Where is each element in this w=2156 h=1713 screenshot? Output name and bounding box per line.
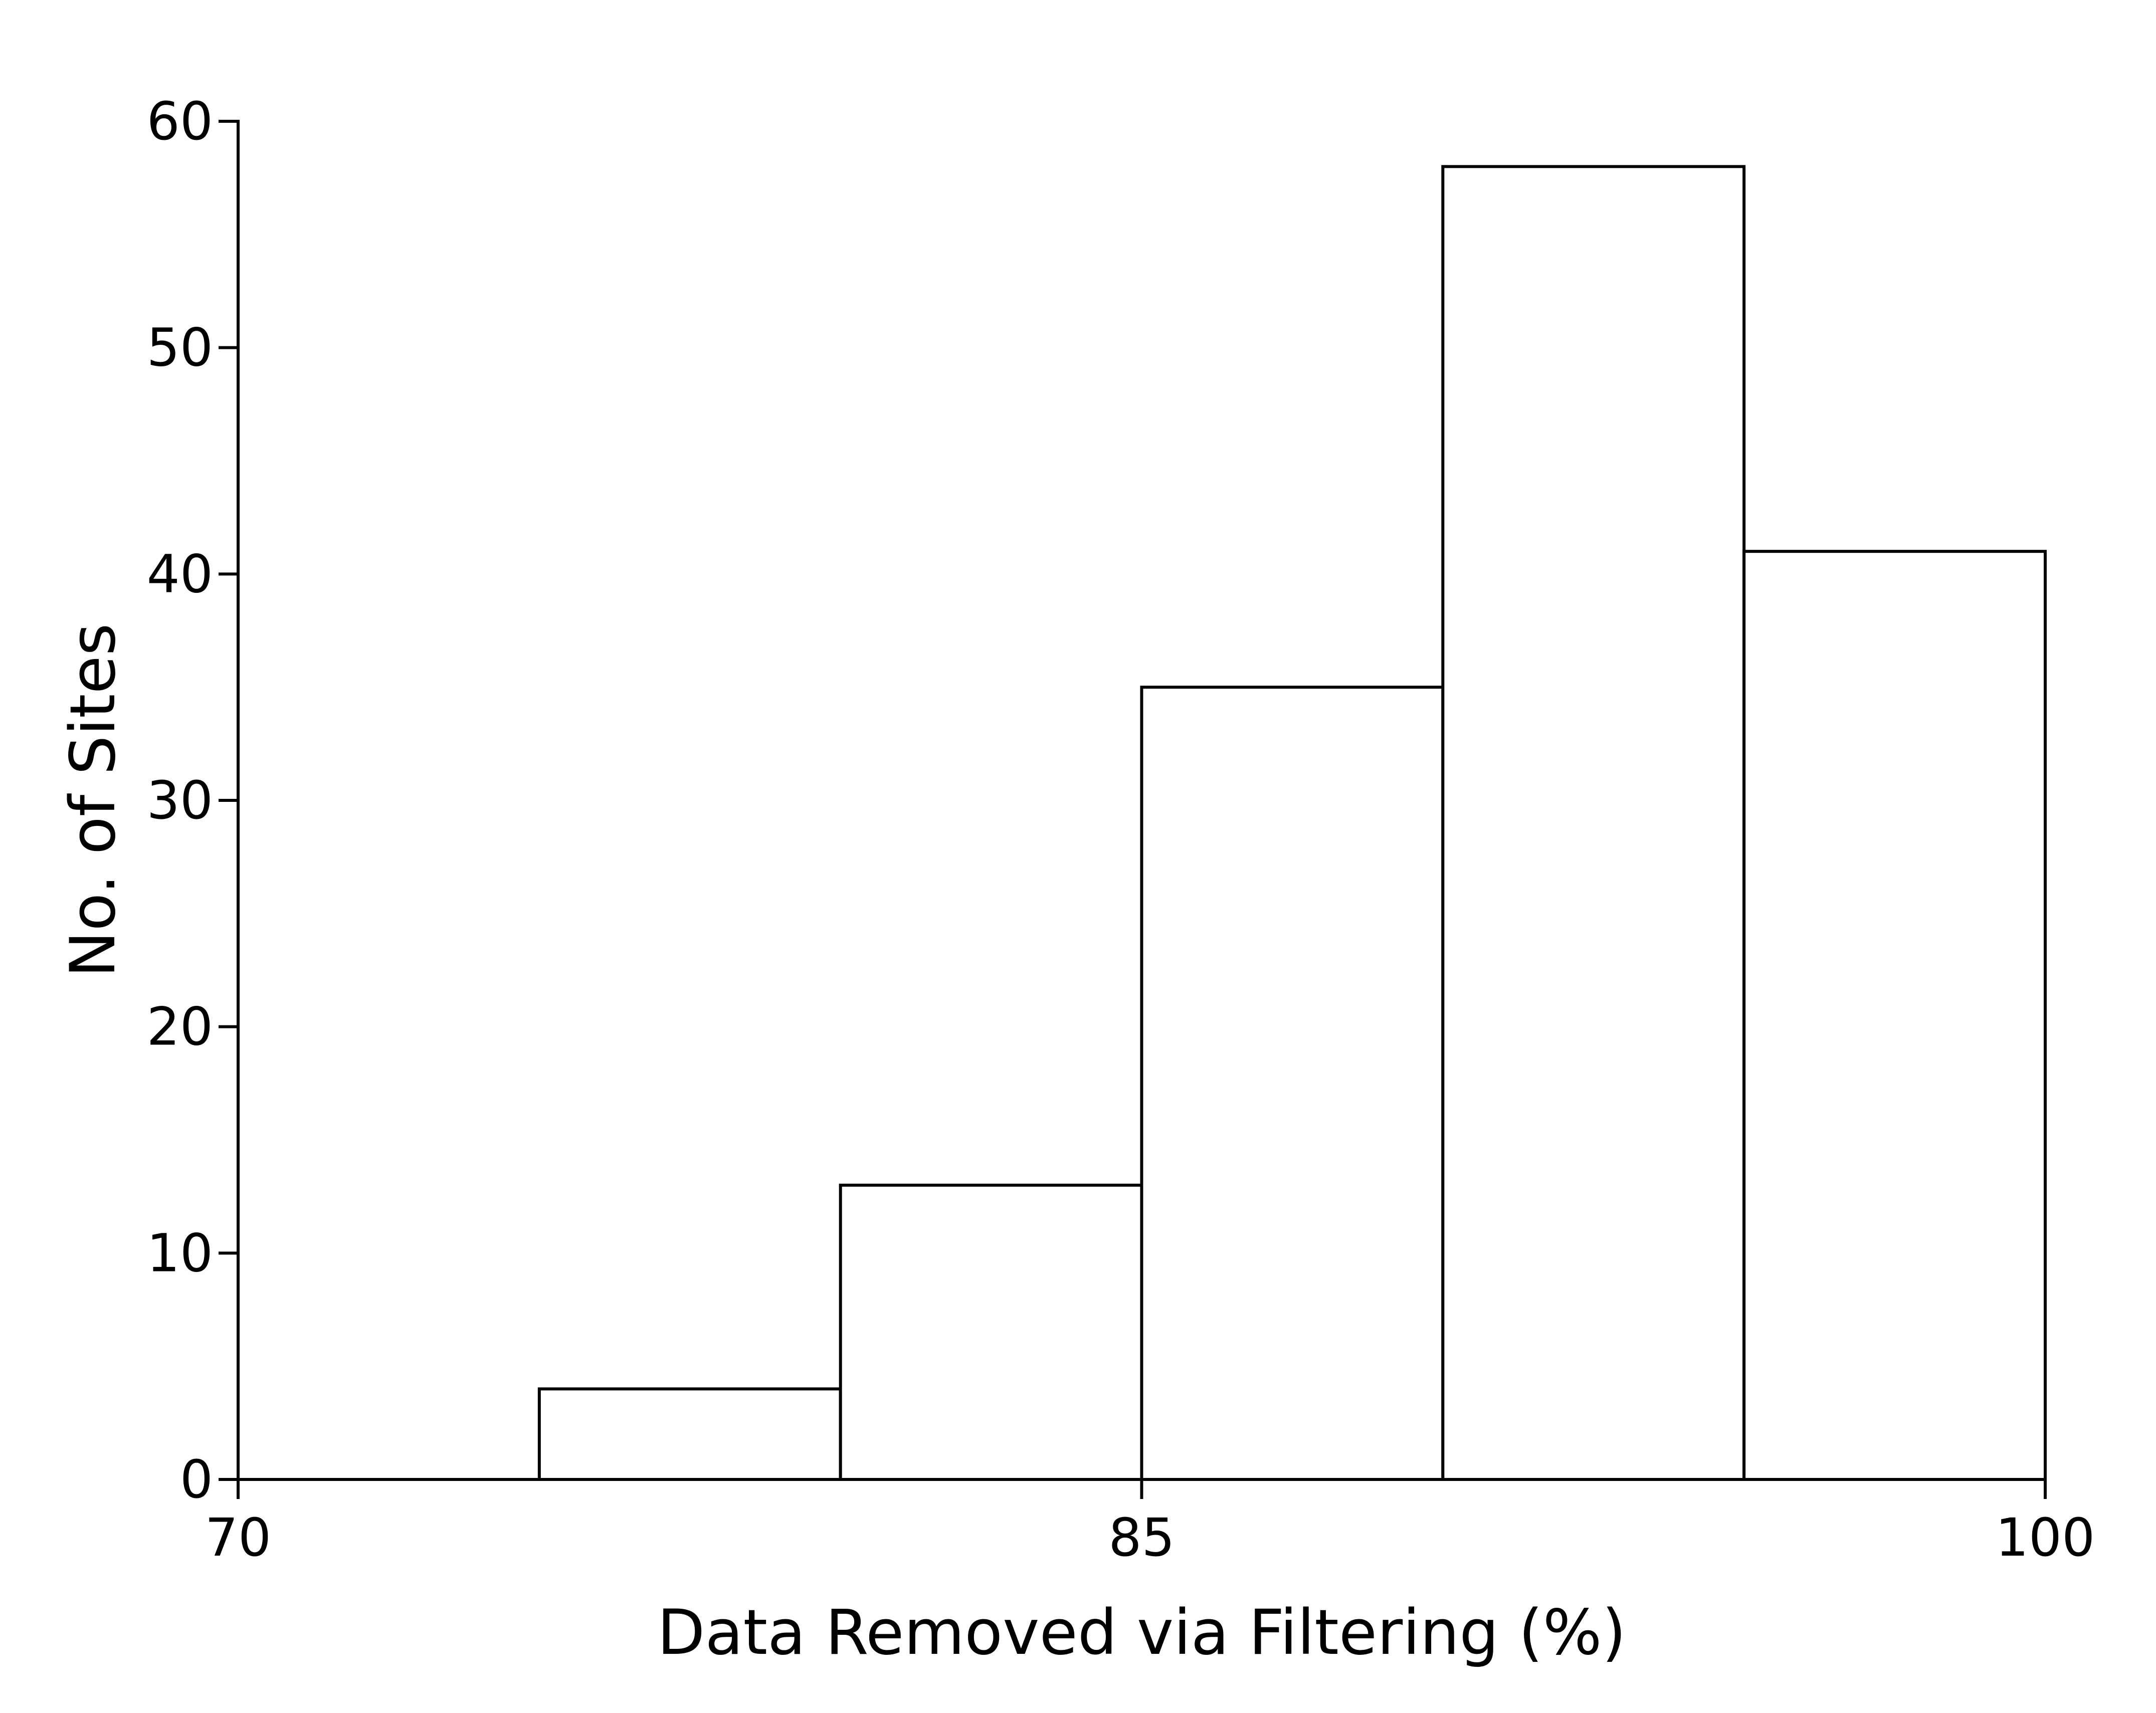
y-tick-label-10: 10 (147, 1222, 213, 1283)
histogram-bar-5 (1742, 550, 2047, 1481)
y-tick-label-40: 40 (147, 543, 213, 604)
bars-group (537, 165, 2047, 1481)
y-tick-label-30: 30 (147, 770, 213, 831)
x-tick-label-100: 100 (1996, 1507, 2095, 1568)
x-axis-label: Data Removed via Filtering (%) (657, 1597, 1626, 1669)
y-axis-label: No. of Sites (57, 623, 129, 978)
x-tick-label-85: 85 (1108, 1507, 1174, 1568)
y-tick-label-20: 20 (147, 996, 213, 1057)
x-ticks-group: 70 85 100 (205, 1478, 2095, 1568)
y-ticks-group: 0 10 20 30 40 50 60 (147, 91, 240, 1510)
y-tick-label-0: 0 (180, 1449, 213, 1510)
y-tick-label-50: 50 (147, 317, 213, 378)
histogram-bar-4 (1441, 165, 1746, 1481)
histogram-bar-2 (839, 1183, 1143, 1481)
histogram-bar-1 (537, 1387, 842, 1481)
histogram-bar-3 (1140, 686, 1445, 1481)
y-tick-label-60: 60 (147, 91, 213, 152)
x-tick-label-70: 70 (205, 1507, 271, 1568)
